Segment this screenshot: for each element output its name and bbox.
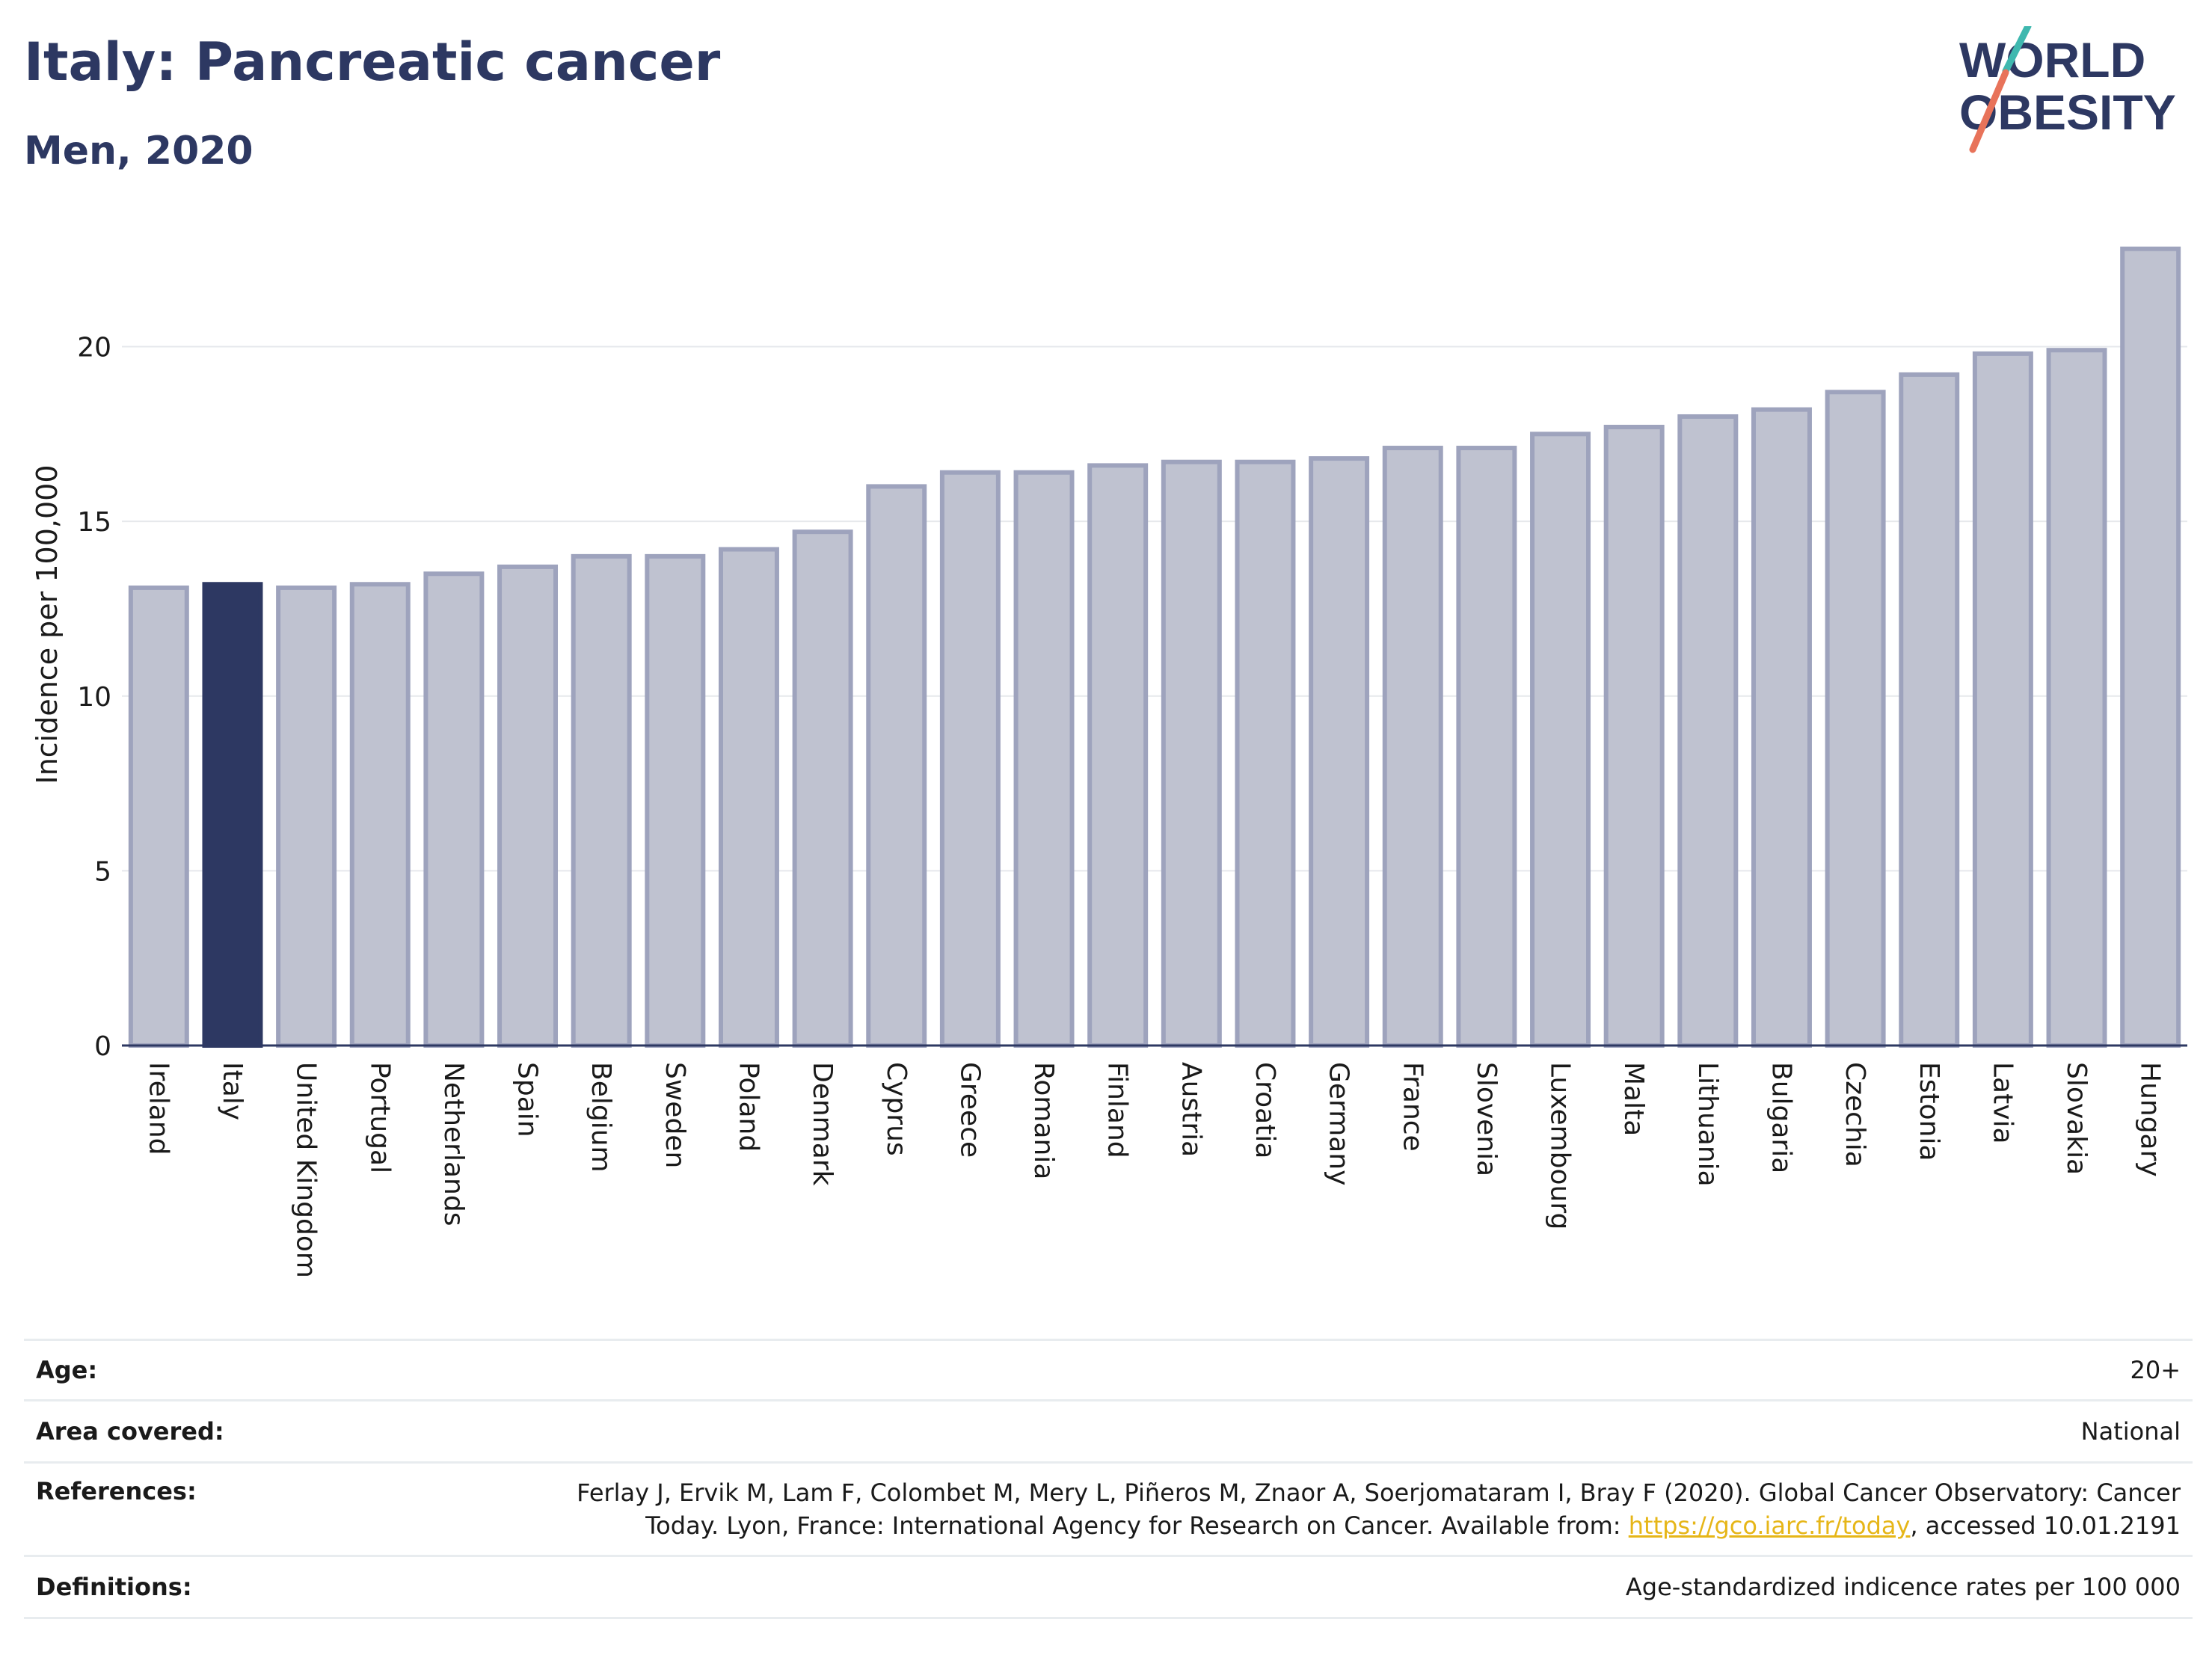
meta-row-definitions: Definitions: Age-standardized indicence … <box>24 1555 2193 1619</box>
x-tick-label: Czechia <box>1840 1062 1870 1167</box>
x-tick-label: United Kingdom <box>291 1062 322 1278</box>
y-tick-label: 10 <box>77 682 111 713</box>
meta-value-definitions: Age-standardized indicence rates per 100… <box>1625 1573 2181 1601</box>
bar-greece <box>939 470 1001 1048</box>
metadata-table: Age: 20+ Area covered: National Referenc… <box>24 1339 2193 1619</box>
bar-spain <box>497 564 559 1048</box>
x-tick-label: Finland <box>1102 1062 1133 1158</box>
y-tick-label: 20 <box>77 333 111 363</box>
x-tick-label: Poland <box>733 1062 764 1152</box>
meta-value-area: National <box>2080 1417 2181 1446</box>
reference-link[interactable]: https://gco.iarc.fr/today <box>1628 1511 1911 1540</box>
bar-bulgaria <box>1751 407 1812 1048</box>
bar-portugal <box>349 582 411 1048</box>
bar-belgium <box>571 553 632 1048</box>
x-tick-label: Hungary <box>2135 1062 2166 1177</box>
reference-line2-pre: Today. Lyon, France: International Agenc… <box>645 1511 1629 1540</box>
x-tick-label: Spain <box>512 1062 543 1137</box>
x-tick-label: Portugal <box>364 1062 395 1173</box>
x-tick-label: Slovenia <box>1471 1062 1502 1176</box>
y-tick-label: 15 <box>77 507 111 538</box>
x-tick-label: Ireland <box>143 1062 173 1155</box>
bar-netherlands <box>423 571 485 1048</box>
x-tick-label: Romania <box>1028 1062 1059 1179</box>
bar-denmark <box>792 529 853 1048</box>
x-tick-label: Denmark <box>807 1062 838 1186</box>
bar-hungary <box>2120 246 2181 1048</box>
meta-value-references: Ferlay J, Ervik M, Lam F, Colombet M, Me… <box>577 1476 2181 1542</box>
page-title: Italy: Pancreatic cancer <box>24 31 721 93</box>
y-axis-label: Incidence per 100,000 <box>31 464 64 784</box>
x-tick-label: Austria <box>1176 1062 1206 1157</box>
bar-romania <box>1013 470 1075 1048</box>
x-tick-label: Bulgaria <box>1766 1062 1796 1173</box>
bar-chart: 0 5 10 15 20 Incidence per 100,000 Ireland It… <box>31 246 2187 1278</box>
bar-malta <box>1603 424 1665 1048</box>
bar-france <box>1382 446 1443 1048</box>
x-tick-labels: Ireland Italy United Kingdom Portugal Nether… <box>143 1062 2165 1278</box>
x-tick-label: France <box>1397 1062 1428 1152</box>
bar-poland <box>718 547 779 1048</box>
bar-germany <box>1309 456 1370 1048</box>
meta-key-definitions: Definitions: <box>36 1573 192 1601</box>
meta-key-age: Age: <box>36 1356 98 1384</box>
x-tick-label: Greece <box>954 1062 985 1158</box>
x-tick-label: Lithuania <box>1692 1062 1723 1187</box>
bar-cyprus <box>866 484 927 1048</box>
bar-ireland <box>128 585 189 1048</box>
x-tick-label: Malta <box>1618 1062 1649 1136</box>
bar-austria <box>1161 459 1222 1048</box>
bar-united-kingdom <box>276 585 337 1048</box>
x-tick-label: Estonia <box>1914 1062 1944 1161</box>
x-tick-label: Belgium <box>586 1062 616 1173</box>
bar-czechia <box>1825 390 1886 1048</box>
x-tick-label: Germany <box>1324 1062 1354 1185</box>
logo-line1: WORLD <box>1959 32 2145 87</box>
meta-row-age: Age: 20+ <box>24 1339 2193 1399</box>
y-tick-labels: 0 5 10 15 20 <box>77 333 111 1062</box>
meta-key-references: References: <box>36 1477 197 1505</box>
bar-latvia <box>1972 351 2033 1048</box>
x-tick-label: Italy <box>217 1062 248 1120</box>
meta-value-age: 20+ <box>2130 1356 2181 1384</box>
bar-italy <box>202 582 263 1048</box>
x-tick-label: Latvia <box>1987 1062 2018 1144</box>
bar-sweden <box>645 553 706 1048</box>
y-tick-label: 5 <box>94 856 111 887</box>
world-obesity-logo: WORLD OBESITY <box>1959 26 2176 153</box>
x-tick-label: Cyprus <box>881 1062 912 1156</box>
bar-lithuania <box>1677 414 1739 1048</box>
meta-key-area: Area covered: <box>36 1417 224 1446</box>
page-subtitle: Men, 2020 <box>24 129 254 174</box>
reference-line2-post: , accessed 10.01.2191 <box>1910 1511 2181 1540</box>
meta-row-references: References: Ferlay J, Ervik M, Lam F, Co… <box>24 1461 2193 1555</box>
reference-line1: Ferlay J, Ervik M, Lam F, Colombet M, Me… <box>577 1479 2181 1507</box>
x-tick-label: Netherlands <box>438 1062 469 1226</box>
bar-estonia <box>1899 372 1960 1048</box>
bar-slovenia <box>1456 446 1517 1048</box>
meta-row-area: Area covered: National <box>24 1399 2193 1461</box>
bar-luxembourg <box>1530 432 1591 1048</box>
bars <box>128 246 2181 1048</box>
bar-slovakia <box>2046 348 2107 1048</box>
x-tick-label: Luxembourg <box>1545 1062 1576 1229</box>
bar-finland <box>1087 463 1149 1048</box>
x-tick-label: Slovakia <box>2061 1062 2092 1175</box>
x-tick-label: Croatia <box>1250 1062 1280 1158</box>
bar-croatia <box>1235 459 1296 1048</box>
x-tick-label: Sweden <box>660 1062 690 1168</box>
y-tick-label: 0 <box>94 1031 111 1062</box>
